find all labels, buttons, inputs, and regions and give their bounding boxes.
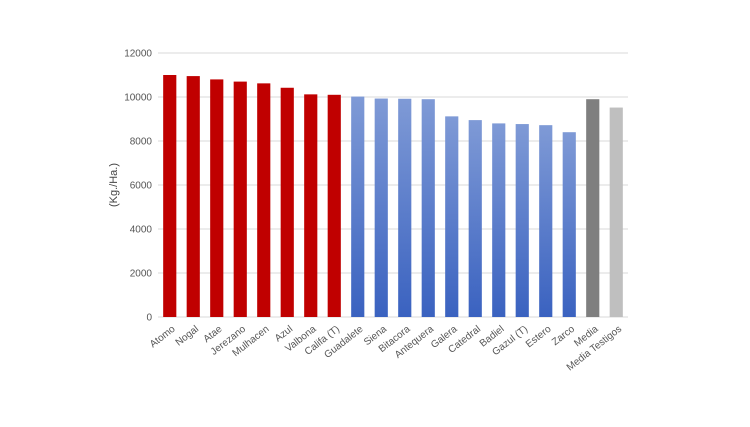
bar-17	[539, 125, 553, 317]
bar-20	[609, 107, 623, 317]
bar-13	[445, 116, 459, 317]
bars	[163, 75, 623, 318]
bar-6	[280, 87, 294, 317]
y-tick-label: 2000	[130, 269, 153, 280]
x-tick-label: Estero	[524, 323, 554, 350]
y-tick-label: 0	[146, 313, 152, 324]
x-tick-label: Nogal	[174, 324, 201, 349]
x-tick-label: Zarco	[550, 323, 577, 348]
bar-12	[421, 99, 435, 317]
bar-11	[398, 98, 412, 317]
y-tick-label: 12000	[124, 49, 152, 60]
bar-5	[257, 83, 271, 317]
bar-14	[468, 120, 482, 317]
bar-18	[562, 132, 576, 317]
bar-19	[586, 99, 600, 317]
bar-1	[163, 75, 177, 317]
x-tick-label: Atomo	[148, 323, 178, 350]
bar-9	[351, 96, 365, 317]
bar-15	[492, 123, 506, 318]
bar-10	[374, 98, 388, 317]
y-tick-label: 4000	[130, 225, 153, 236]
bar-8	[327, 94, 341, 317]
y-axis-label: (Kg./Ha.)	[108, 163, 120, 207]
gridlines	[158, 52, 628, 318]
bar-4	[233, 81, 247, 317]
bar-7	[304, 94, 318, 317]
y-axis-ticks: 0 2000 4000 6000 8000 10000 12000	[124, 49, 152, 324]
y-tick-label: 8000	[130, 137, 153, 148]
bar-16	[515, 124, 529, 317]
bar-2	[186, 76, 200, 317]
y-tick-label: 10000	[124, 93, 152, 104]
y-tick-label: 6000	[130, 181, 153, 192]
bar-3	[210, 79, 224, 318]
